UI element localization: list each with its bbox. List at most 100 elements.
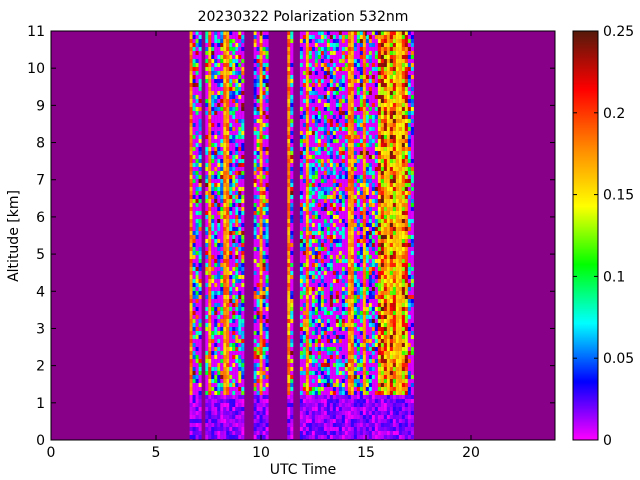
heatmap-cell xyxy=(305,75,309,79)
heatmap-cell xyxy=(290,79,294,83)
heatmap-cell xyxy=(198,183,202,187)
heatmap-cell xyxy=(220,139,224,143)
heatmap-cell xyxy=(362,35,366,39)
heatmap-cell xyxy=(299,259,303,263)
heatmap-cell xyxy=(311,55,315,59)
heatmap-cell xyxy=(195,71,199,75)
heatmap-cell xyxy=(305,243,309,247)
heatmap-cell xyxy=(365,343,369,347)
heatmap-cell xyxy=(311,131,315,135)
heatmap-cell xyxy=(223,155,227,159)
heatmap-cell xyxy=(195,411,199,415)
heatmap-cell xyxy=(332,147,336,151)
heatmap-cell xyxy=(241,131,245,135)
heatmap-cell xyxy=(220,219,224,223)
heatmap-cell xyxy=(344,331,348,335)
heatmap-cell xyxy=(287,431,291,435)
heatmap-cell xyxy=(205,335,209,339)
heatmap-cell xyxy=(323,31,327,35)
heatmap-cell xyxy=(226,435,230,439)
heatmap-cell xyxy=(299,155,303,159)
heatmap-cell xyxy=(347,191,351,195)
heatmap-cell xyxy=(356,159,360,163)
heatmap-cell xyxy=(208,235,212,239)
heatmap-cell xyxy=(226,91,230,95)
heatmap-cell xyxy=(256,183,260,187)
heatmap-cell xyxy=(256,99,260,103)
heatmap-cell xyxy=(205,351,209,355)
heatmap-cell xyxy=(223,227,227,231)
heatmap-cell xyxy=(323,247,327,251)
heatmap-cell xyxy=(226,415,230,419)
heatmap-cell xyxy=(329,87,333,91)
heatmap-cell xyxy=(368,327,372,331)
heatmap-cell xyxy=(223,215,227,219)
heatmap-cell xyxy=(235,63,239,67)
heatmap-cell xyxy=(323,279,327,283)
heatmap-cell xyxy=(311,395,315,399)
heatmap-cell xyxy=(371,111,375,115)
heatmap-cell xyxy=(350,115,354,119)
heatmap-cell xyxy=(223,191,227,195)
heatmap-cell xyxy=(205,91,209,95)
heatmap-cell xyxy=(208,199,212,203)
heatmap-cell xyxy=(347,195,351,199)
heatmap-cell xyxy=(238,95,242,99)
heatmap-cell xyxy=(368,215,372,219)
heatmap-cell xyxy=(235,375,239,379)
heatmap-cell xyxy=(326,355,330,359)
heatmap-cell xyxy=(287,323,291,327)
heatmap-cell xyxy=(329,411,333,415)
heatmap-cell xyxy=(338,175,342,179)
heatmap-cell xyxy=(326,271,330,275)
heatmap-cell xyxy=(208,363,212,367)
heatmap-cell xyxy=(299,243,303,247)
heatmap-cell xyxy=(371,39,375,43)
heatmap-cell xyxy=(344,183,348,187)
heatmap-cell xyxy=(253,63,257,67)
heatmap-cell xyxy=(253,411,257,415)
heatmap-cell xyxy=(265,375,269,379)
heatmap-cell xyxy=(356,311,360,315)
heatmap-cell xyxy=(235,303,239,307)
heatmap-cell xyxy=(332,191,336,195)
heatmap-cell xyxy=(262,207,266,211)
heatmap-cell xyxy=(214,347,218,351)
heatmap-cell xyxy=(338,151,342,155)
heatmap-cell xyxy=(323,35,327,39)
heatmap-cell xyxy=(323,235,327,239)
heatmap-cell xyxy=(217,195,221,199)
heatmap-cell xyxy=(353,187,357,191)
heatmap-cell xyxy=(211,151,215,155)
heatmap-cell xyxy=(229,227,233,231)
heatmap-cell xyxy=(235,183,239,187)
heatmap-cell xyxy=(365,351,369,355)
heatmap-cell xyxy=(368,291,372,295)
heatmap-cell xyxy=(208,367,212,371)
heatmap-cell xyxy=(311,431,315,435)
heatmap-cell xyxy=(214,79,218,83)
heatmap-cell xyxy=(344,323,348,327)
heatmap-cell xyxy=(211,355,215,359)
heatmap-cell xyxy=(308,223,312,227)
heatmap-cell xyxy=(223,395,227,399)
heatmap-cell xyxy=(198,275,202,279)
heatmap-cell xyxy=(223,75,227,79)
heatmap-cell xyxy=(241,291,245,295)
heatmap-cell xyxy=(317,223,321,227)
heatmap-cell xyxy=(350,327,354,331)
heatmap-cell xyxy=(347,251,351,255)
heatmap-cell xyxy=(299,87,303,91)
heatmap-cell xyxy=(287,379,291,383)
heatmap-cell xyxy=(259,339,263,343)
heatmap-cell xyxy=(305,175,309,179)
heatmap-cell xyxy=(241,163,245,167)
heatmap-cell xyxy=(265,359,269,363)
heatmap-cell xyxy=(356,351,360,355)
heatmap-cell xyxy=(192,123,196,127)
heatmap-cell xyxy=(226,351,230,355)
heatmap-cell xyxy=(265,143,269,147)
heatmap-cell xyxy=(317,387,321,391)
heatmap-cell xyxy=(290,339,294,343)
heatmap-cell xyxy=(256,59,260,63)
